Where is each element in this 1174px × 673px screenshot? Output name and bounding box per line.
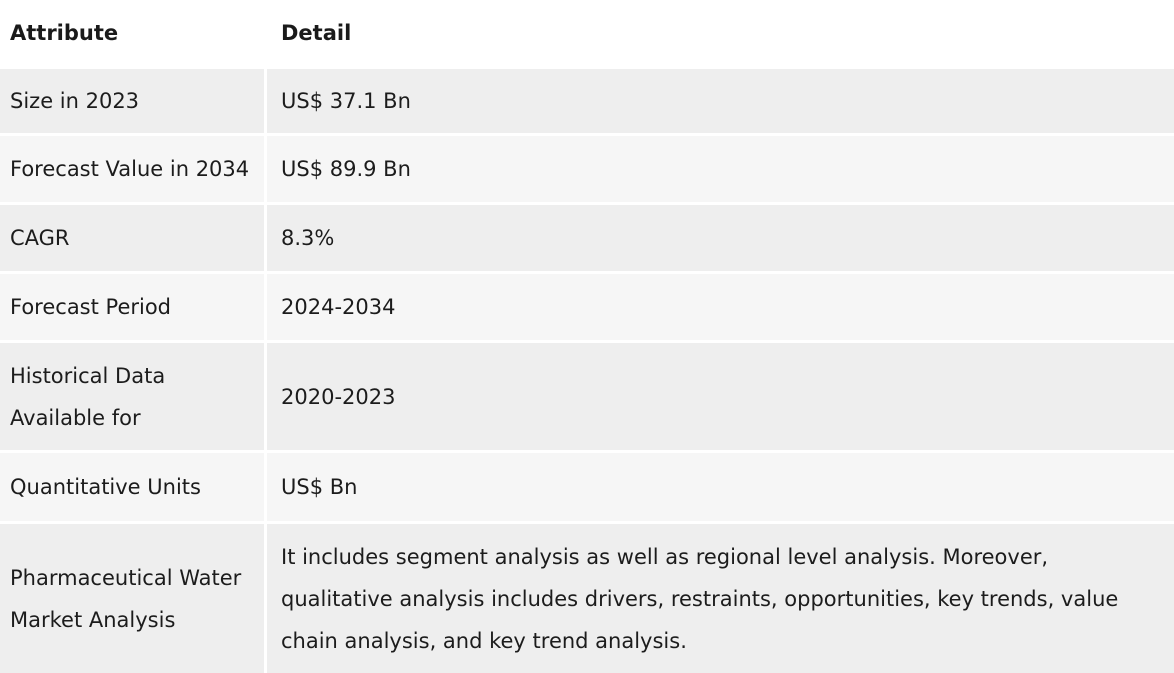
detail-cell: 2020-2023	[267, 343, 1174, 450]
table-row: Pharmaceutical Water Market Analysis It …	[0, 521, 1174, 673]
table-row: Forecast Period 2024-2034	[0, 271, 1174, 340]
table-row: Quantitative Units US$ Bn	[0, 450, 1174, 521]
header-attribute: Attribute	[10, 21, 119, 45]
table-row: Historical Data Available for 2020-2023	[0, 340, 1174, 450]
detail-cell: US$ 89.9 Bn	[267, 136, 1174, 202]
table-row: Size in 2023 US$ 37.1 Bn	[0, 66, 1174, 133]
table-row: Forecast Value in 2034 US$ 89.9 Bn	[0, 133, 1174, 202]
header-detail: Detail	[281, 21, 352, 45]
detail-cell: US$ 37.1 Bn	[267, 69, 1174, 133]
attribute-cell: CAGR	[0, 205, 264, 271]
detail-cell: 8.3%	[267, 205, 1174, 271]
attribute-cell: Pharmaceutical Water Market Analysis	[0, 524, 264, 673]
detail-cell: US$ Bn	[267, 453, 1174, 521]
attribute-cell: Size in 2023	[0, 69, 264, 133]
attribute-cell: Historical Data Available for	[0, 343, 264, 450]
attribute-cell: Forecast Value in 2034	[0, 136, 264, 202]
table-row: CAGR 8.3%	[0, 202, 1174, 271]
table-header: Attribute Detail	[0, 0, 1174, 66]
detail-cell: It includes segment analysis as well as …	[267, 524, 1174, 673]
attribute-cell: Quantitative Units	[0, 453, 264, 521]
attribute-cell: Forecast Period	[0, 274, 264, 340]
detail-cell: 2024-2034	[267, 274, 1174, 340]
